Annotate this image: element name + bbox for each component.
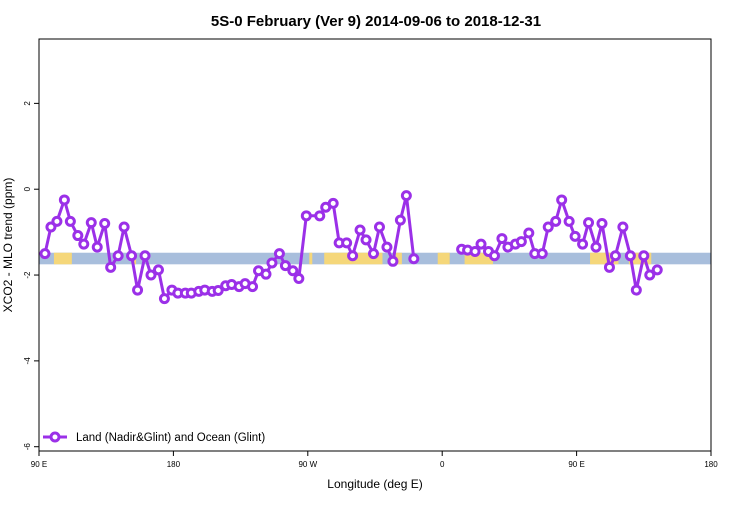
- data-point: [72, 230, 84, 242]
- x-tick-label: 90 E: [568, 460, 584, 469]
- data-point: [327, 197, 339, 209]
- land-band-segment: [53, 252, 72, 265]
- x-tick-label: 90 E: [31, 460, 47, 469]
- data-point: [287, 265, 299, 277]
- legend-point-marker: [49, 431, 61, 443]
- data-point: [158, 293, 170, 305]
- data-point: [475, 238, 487, 250]
- data-point: [132, 284, 144, 296]
- y-tick-label: 2: [23, 101, 32, 106]
- data-point: [515, 236, 527, 248]
- data-point: [630, 284, 642, 296]
- data-point: [99, 218, 111, 230]
- data-point: [583, 217, 595, 229]
- data-point: [496, 233, 508, 245]
- x-tick-label: 180: [167, 460, 181, 469]
- data-point: [523, 227, 535, 239]
- data-point: [536, 248, 548, 260]
- data-point: [58, 194, 70, 206]
- x-tick-label: 90 W: [298, 460, 317, 469]
- data-point: [39, 248, 51, 260]
- data-point: [400, 190, 412, 202]
- data-point: [247, 281, 259, 293]
- data-point: [139, 250, 151, 262]
- data-point: [347, 250, 359, 262]
- data-point: [638, 250, 650, 262]
- data-point: [542, 221, 554, 233]
- data-point: [341, 237, 353, 249]
- y-tick-label: -4: [23, 357, 32, 365]
- data-point: [550, 215, 562, 227]
- data-point: [469, 245, 481, 257]
- data-point: [590, 241, 602, 253]
- x-tick-label: 0: [440, 460, 445, 469]
- data-point: [596, 218, 608, 230]
- data-point: [293, 272, 305, 284]
- data-point: [603, 261, 615, 273]
- data-point: [387, 255, 399, 267]
- x-tick-label: 180: [704, 460, 718, 469]
- data-point: [105, 261, 117, 273]
- land-band-segment: [437, 252, 450, 265]
- data-point: [617, 221, 629, 233]
- data-point: [85, 217, 97, 229]
- data-point: [64, 215, 76, 227]
- data-point: [260, 268, 272, 280]
- data-point: [569, 230, 581, 242]
- chart-title: 5S-0 February (Ver 9) 2014-09-06 to 2018…: [211, 13, 541, 30]
- y-tick-label: -2: [23, 271, 32, 279]
- legend-label: Land (Nadir&Glint) and Ocean (Glint): [76, 432, 265, 444]
- land-band-segment: [590, 252, 619, 265]
- y-axis: 2 0 -2 -4 -6: [23, 101, 39, 451]
- y-tick-label: 0: [23, 186, 32, 191]
- data-point: [78, 238, 90, 250]
- land-band-segment: [309, 252, 313, 265]
- data-point: [152, 264, 164, 276]
- data-point: [126, 250, 138, 262]
- data-point: [651, 264, 663, 276]
- plot-frame: [38, 38, 712, 452]
- data-point: [112, 250, 124, 262]
- data-point: [381, 241, 393, 253]
- series-line: [461, 198, 659, 292]
- data-point: [91, 241, 103, 253]
- x-axis-label: Longitude (deg E): [327, 477, 422, 491]
- y-tick-label: -6: [23, 443, 32, 451]
- data-point: [394, 214, 406, 226]
- data-point: [577, 238, 589, 250]
- data-point: [644, 269, 656, 281]
- series-layer: [39, 190, 663, 305]
- y-axis-label: XCO2 - MLO trend (ppm): [1, 178, 15, 313]
- data-point: [488, 250, 500, 262]
- land-band-segment: [395, 252, 402, 265]
- data-point: [145, 269, 157, 281]
- data-point: [556, 194, 568, 206]
- data-point: [609, 250, 621, 262]
- data-point: [624, 250, 636, 262]
- data-point: [300, 210, 312, 222]
- data-point: [266, 257, 278, 269]
- data-point: [360, 234, 372, 246]
- data-point: [279, 260, 291, 272]
- data-point: [354, 224, 366, 236]
- data-point: [273, 248, 285, 260]
- data-point: [212, 284, 224, 296]
- land-band-segment: [464, 252, 493, 265]
- data-point: [51, 215, 63, 227]
- data-point: [563, 215, 575, 227]
- data-point: [118, 221, 130, 233]
- data-point: [314, 210, 326, 222]
- data-point: [368, 248, 380, 260]
- legend: Land (Nadir&Glint) and Ocean (Glint): [43, 431, 265, 444]
- data-point: [373, 221, 385, 233]
- data-point: [408, 253, 420, 265]
- x-axis: 90 E 180 90 W 0 90 E 180: [31, 451, 718, 469]
